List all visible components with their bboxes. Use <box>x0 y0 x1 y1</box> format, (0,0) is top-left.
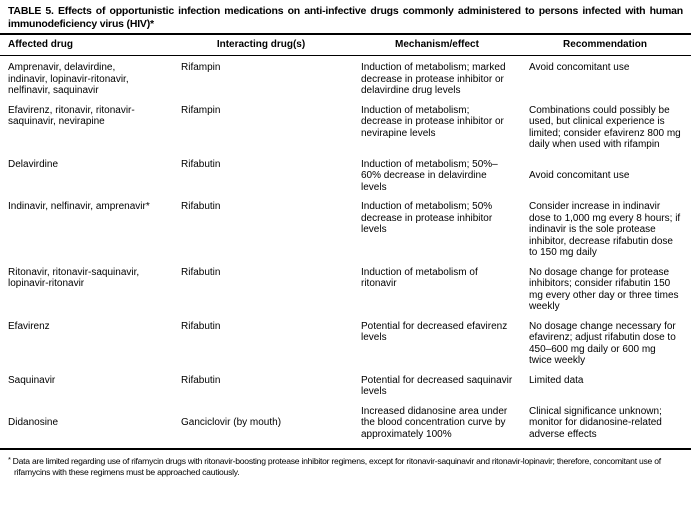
title-rule <box>0 33 691 35</box>
footnote-text: Data are limited regarding use of rifamy… <box>12 456 661 477</box>
cell-recommendation: Limited data <box>529 374 584 386</box>
cell-recommendation: No dosage change for protease inhibitors… <box>529 266 679 313</box>
cell-interacting-drug: Rifampin <box>181 104 221 116</box>
cell-interacting-drug: Rifabutin <box>181 266 221 278</box>
table-row: Didanosine Ganciclovir (by mouth) Increase… <box>8 406 683 441</box>
cell-interacting-drug: Rifabutin <box>181 320 221 332</box>
table-title: TABLE 5. Effects of opportunistic infect… <box>8 5 683 30</box>
cell-affected-drug: Efavirenz <box>8 320 50 332</box>
cell-mechanism: Induction of metabolism; decrease in pro… <box>361 104 504 139</box>
cell-mechanism: Increased didanosine area under the bloo… <box>361 405 508 440</box>
header-mechanism-effect: Mechanism/effect <box>395 39 479 50</box>
cell-interacting-drug: Ganciclovir (by mouth) <box>181 417 282 428</box>
table-row: Saquinavir Rifabutin Potential for decreas… <box>8 375 683 398</box>
cell-affected-drug: Indinavir, nelfinavir, amprenavir* <box>8 201 150 212</box>
table-row: Delavirdine Rifabutin Induction of metabol… <box>8 159 683 194</box>
header-interacting-drugs: Interacting drug(s) <box>216 39 306 50</box>
cell-interacting-drug: Rifabutin <box>181 158 221 170</box>
cell-affected-drug: Efavirenz, ritonavir, ritonavir-saquinav… <box>8 104 135 128</box>
cell-mechanism: Induction of metabolism; 50% decrease in… <box>361 201 493 235</box>
cell-affected-drug: Saquinavir <box>8 374 56 386</box>
cell-affected-drug: Amprenavir, delavirdine, indinavir, lopi… <box>8 62 129 96</box>
header-rule <box>0 55 691 56</box>
cell-mechanism: Potential for decreased efavirenz levels <box>361 320 508 344</box>
cell-interacting-drug: Rifabutin <box>181 201 221 212</box>
cell-interacting-drug: Rifabutin <box>181 374 221 386</box>
footnote-marker: * <box>8 455 11 464</box>
bottom-rule <box>0 448 691 450</box>
cell-affected-drug: Ritonavir, ritonavir-saquinavir, lopinav… <box>8 266 140 290</box>
table-header-row: Affected drug Interacting drug(s) Mechan… <box>8 35 683 55</box>
table-row: Ritonavir, ritonavir-saquinavir, lopinav… <box>8 267 683 313</box>
cell-mechanism: Induction of metabolism; 50%–60% decreas… <box>361 158 498 193</box>
cell-mechanism: Potential for decreased saquinavir level… <box>361 374 513 398</box>
cell-affected-drug: Delavirdine <box>8 158 59 170</box>
table-row: Amprenavir, delavirdine, indinavir, lopi… <box>8 62 683 97</box>
cell-recommendation: Consider increase in indinavir dose to 1… <box>529 201 681 258</box>
table-footnote: * Data are limited regarding use of rifam… <box>8 454 683 478</box>
table-body: Amprenavir, delavirdine, indinavir, lopi… <box>8 62 683 440</box>
cell-recommendation: Avoid concomitant use <box>529 170 630 181</box>
cell-interacting-drug: Rifampin <box>181 62 221 73</box>
cell-mechanism: Induction of metabolism; marked decrease… <box>361 62 506 96</box>
table-row: Efavirenz Rifabutin Potential for decrease… <box>8 321 683 367</box>
table-row: Efavirenz, ritonavir, ritonavir-saquinav… <box>8 105 683 151</box>
table-row: Indinavir, nelfinavir, amprenavir* Rifabu… <box>8 201 683 259</box>
header-affected-drug: Affected drug <box>8 39 73 50</box>
cell-recommendation: No dosage change necessary for efavirenz… <box>529 320 676 367</box>
cell-mechanism: Induction of metabolism of ritonavir <box>361 266 478 290</box>
cell-recommendation: Combinations could possibly be used, but… <box>529 104 681 151</box>
header-recommendation: Recommendation <box>563 39 647 50</box>
cell-recommendation: Avoid concomitant use <box>529 62 630 73</box>
cell-recommendation: Clinical significance unknown; monitor f… <box>529 405 662 440</box>
cell-affected-drug: Didanosine <box>8 417 59 428</box>
